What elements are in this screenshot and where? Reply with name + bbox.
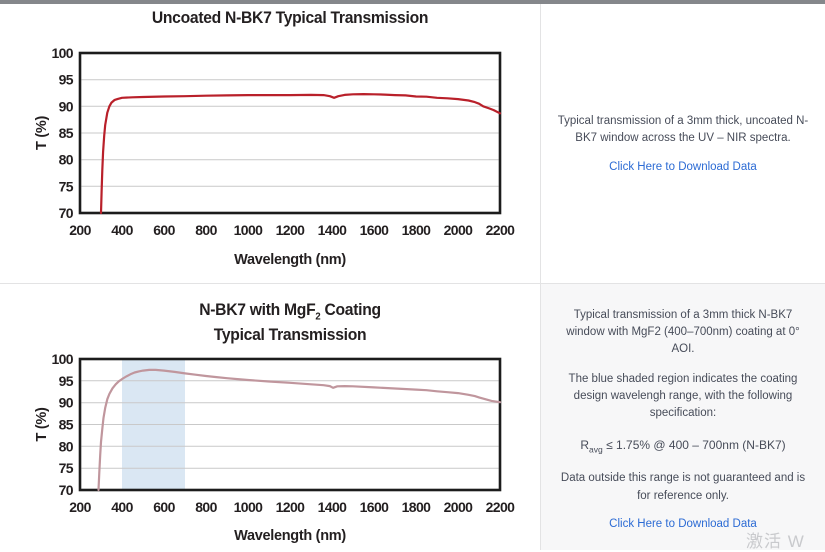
x-tick-label: 2000 — [444, 499, 474, 515]
y-tick-label: 80 — [59, 152, 74, 168]
y-tick-label: 80 — [59, 438, 74, 454]
guarantee-note: Data outside this range is not guarantee… — [560, 472, 806, 502]
x-tick-label: 400 — [111, 222, 133, 238]
coated-description-text: Typical transmission of a 3mm thick N-BK… — [566, 308, 800, 356]
reflectance-spec: Ravg ≤ 1.75% @ 400 – 700nm (N-BK7) — [580, 438, 786, 455]
y-tick-label: 100 — [51, 45, 73, 61]
x-tick-label: 1000 — [234, 499, 264, 515]
x-axis-label: Wavelength (nm) — [234, 528, 346, 544]
x-tick-label: 800 — [195, 222, 217, 238]
y-tick-label: 100 — [51, 351, 73, 367]
x-tick-label: 1600 — [360, 222, 390, 238]
x-tick-label: 400 — [111, 499, 133, 515]
uncoated-chart-title: Uncoated N-BK7 Typical Transmission — [151, 9, 429, 27]
shaded-region-note: The blue shaded region indicates the coa… — [568, 372, 798, 420]
x-tick-label: 1400 — [318, 222, 348, 238]
y-tick-label: 70 — [59, 205, 74, 221]
uncoated-transmission-chart: 70 75 80 85 90 95 100 200 400 600 800 1000 1200 1400 1… — [34, 45, 516, 268]
y-tick-label: 75 — [59, 178, 74, 194]
x-tick-label: 2200 — [486, 222, 516, 238]
coated-chart-title-line1: N-BK7 with MgF2 Coating — [199, 301, 381, 323]
x-tick-label: 1000 — [234, 222, 264, 238]
y-tick-label: 85 — [59, 417, 74, 433]
y-tick-label: 85 — [59, 125, 74, 141]
x-tick-label: 2200 — [486, 499, 516, 515]
coated-chart-title: N-BK7 with MgF2 Coating Typical Transmis… — [91, 301, 490, 345]
plot-frame — [78, 51, 502, 215]
x-tick-label: 1400 — [318, 499, 348, 515]
y-tick-label: 95 — [59, 373, 74, 389]
uncoated-description-panel: Typical transmission of a 3mm thick, unc… — [540, 0, 825, 283]
y-tick-label: 90 — [59, 98, 74, 114]
x-tick-label: 1200 — [276, 499, 306, 515]
y-tick-label: 70 — [59, 482, 74, 498]
x-tick-label: 2000 — [444, 222, 474, 238]
coated-chart-panel: N-BK7 with MgF2 Coating Typical Transmis… — [0, 283, 540, 550]
y-axis-label: T (%) — [34, 407, 50, 441]
y-tick-label: 75 — [59, 460, 74, 476]
x-tick-label: 600 — [153, 222, 175, 238]
plot-frame — [78, 357, 502, 492]
x-tick-label: 1800 — [402, 499, 432, 515]
coated-download-link[interactable]: Click Here to Download Data — [609, 517, 757, 530]
uncoated-download-link[interactable]: Click Here to Download Data — [609, 160, 757, 173]
y-axis-label: T (%) — [34, 116, 50, 150]
transmission-curve — [97, 368, 502, 492]
x-tick-label: 800 — [195, 499, 217, 515]
x-tick-label: 600 — [153, 499, 175, 515]
mgf2-subscript: 2 — [315, 311, 321, 323]
coated-chart-title-line2: Typical Transmission — [213, 326, 367, 345]
top-border-bar — [0, 0, 825, 4]
coated-transmission-chart: 70 75 80 85 90 95 100 200 400 600 800 1000 1200 1400 1… — [34, 351, 516, 544]
coated-description-panel: Typical transmission of a 3mm thick N-BK… — [540, 283, 825, 550]
x-tick-label: 1600 — [360, 499, 390, 515]
uncoated-chart-panel: Uncoated N-BK7 Typical Transmission 70 75… — [0, 0, 540, 283]
x-tick-label: 200 — [69, 222, 91, 238]
x-axis-label: Wavelength (nm) — [234, 252, 346, 268]
x-tick-label: 1200 — [276, 222, 306, 238]
transmission-curve — [99, 92, 502, 215]
x-tick-label: 200 — [69, 499, 91, 515]
activate-windows-watermark: 激活 W — [746, 532, 805, 551]
avg-subscript: avg — [589, 444, 603, 455]
y-tick-label: 95 — [59, 72, 74, 88]
x-tick-label: 1800 — [402, 222, 432, 238]
y-tick-label: 90 — [59, 395, 74, 411]
uncoated-description-text: Typical transmission of a 3mm thick, unc… — [557, 115, 809, 145]
